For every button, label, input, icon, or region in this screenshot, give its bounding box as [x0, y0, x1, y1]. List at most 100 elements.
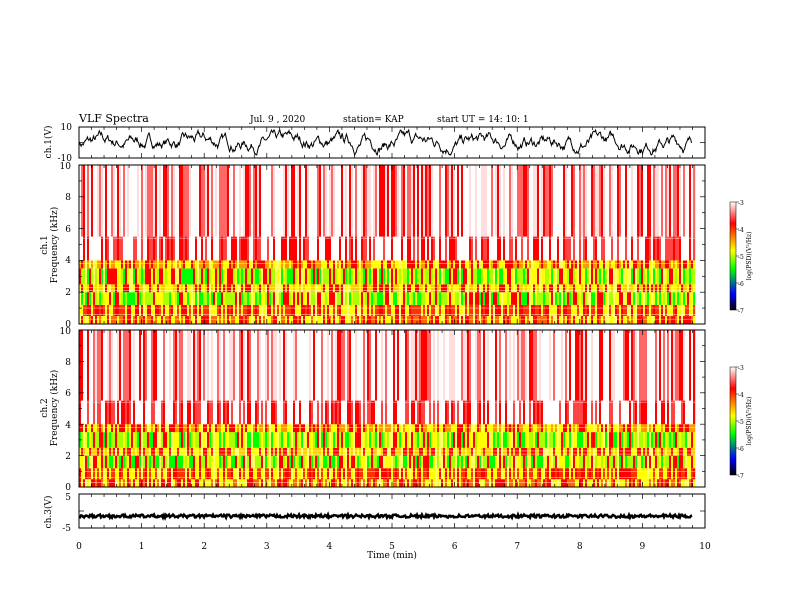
- ch1-spectrogram-cell: [89, 236, 92, 261]
- ch1-spectrogram-cell: [383, 268, 386, 285]
- ch1-spectrogram-cell: [255, 292, 258, 305]
- ch1-spectrogram-cell: [349, 165, 352, 237]
- ch2-spectrogram-cell: [481, 424, 484, 433]
- ch1-spectrogram-cell: [613, 268, 616, 285]
- ch2-spectrogram-cell: [533, 447, 536, 456]
- ch2-spectrogram-cell: [469, 479, 472, 487]
- ch1-spectrogram-cell: [105, 165, 108, 237]
- ch1-spectrogram-cell: [359, 292, 362, 305]
- ch1-spectrogram-cell: [483, 165, 486, 237]
- ch1-spectrogram-cell: [411, 260, 414, 269]
- ch1-spectrogram-cell: [597, 292, 600, 305]
- ch2-spectrogram-cell: [513, 479, 516, 487]
- ch2-spectrogram-cell: [359, 468, 362, 480]
- ch1-spectrogram-cell: [347, 268, 350, 285]
- ch1-spectrogram-cell: [615, 292, 618, 305]
- ch1-spectrogram-cell: [585, 236, 588, 261]
- ch2-spectrogram-cell: [343, 447, 346, 456]
- ch2-spectrogram-cell: [459, 468, 462, 480]
- ch2-spectrogram-cell: [153, 400, 156, 425]
- ch2-spectrogram-cell: [461, 330, 464, 401]
- ch1-spectrogram-cell: [673, 165, 676, 237]
- ch1-spectrogram-cell: [293, 260, 296, 269]
- ch1-spectrogram-cell: [399, 268, 402, 285]
- ch2-spectrogram-cell: [93, 468, 96, 480]
- ch2-spectrogram-cell: [321, 432, 324, 448]
- ch2-spectrogram-cell: [335, 400, 338, 425]
- ch1-spectrogram-cell: [431, 304, 434, 316]
- ch2-spectrogram-cell: [343, 424, 346, 433]
- ch1-spectrogram-cell: [115, 284, 118, 293]
- ch1-spectrogram-cell: [117, 316, 120, 324]
- ch2-spectrogram-cell: [625, 447, 628, 456]
- ch1-spectrogram-cell: [175, 236, 178, 261]
- ch2-spectrogram-cell: [191, 432, 194, 448]
- ch1-spectrogram-cell: [653, 284, 656, 293]
- ch2-spectrogram-cell: [141, 479, 144, 487]
- ch1-spectrogram-cell: [299, 316, 302, 324]
- ch1-spectrogram-cell: [355, 292, 358, 305]
- ch1-spectrogram-cell: [537, 236, 540, 261]
- ch2-spectrogram-cell: [117, 400, 120, 425]
- ch2-spectrogram-cell: [103, 432, 106, 448]
- ch2-spectrogram-cell: [633, 468, 636, 480]
- ch2-spectrogram-cell: [317, 432, 320, 448]
- ch1-spectrogram-cell: [679, 284, 682, 293]
- ch1-spectrogram-cell: [151, 304, 154, 316]
- ch2-spectrogram-cell: [351, 455, 354, 469]
- ch1-spectrogram-cell: [199, 268, 202, 285]
- ch2-spectrogram-cell: [617, 330, 620, 401]
- ch2-spectrogram-cell: [99, 468, 102, 480]
- ch1-spectrogram-cell: [663, 268, 666, 285]
- ch1-spectrogram-cell: [525, 236, 528, 261]
- ch1-spectrogram-cell: [569, 292, 572, 305]
- ch2-spectrogram-cell: [613, 400, 616, 425]
- ch2-spectrogram-cell: [203, 330, 206, 401]
- ch1-spectrogram-cell: [477, 316, 480, 324]
- ch1-spectrogram-cell: [483, 316, 486, 324]
- ch2-spectrogram-cell: [617, 400, 620, 425]
- ch2-spectrogram-cell: [507, 330, 510, 401]
- ch1-spectrogram-cell: [669, 165, 672, 237]
- ch2-spectrogram-cell: [355, 455, 358, 469]
- ch1-spectrogram-cell: [685, 292, 688, 305]
- ch1-spectrogram-cell: [669, 316, 672, 324]
- ch2-spectrogram-cell: [171, 447, 174, 456]
- ch2-spectrogram-cell: [243, 424, 246, 433]
- ch1-spectrogram-cell: [315, 268, 318, 285]
- ch2-spectrogram-cell: [235, 432, 238, 448]
- ch1-spectrogram-cell: [179, 165, 182, 237]
- ch2-spectrogram-cell: [151, 432, 154, 448]
- ch2-spectrogram-cell: [667, 432, 670, 448]
- ch1-spectrogram-cell: [673, 316, 676, 324]
- ch2-spectrogram-cell: [623, 479, 626, 487]
- ch1-spectrogram-cell: [381, 292, 384, 305]
- ch2-spectrogram-cell: [171, 432, 174, 448]
- ch2-spectrogram-cell: [271, 455, 274, 469]
- ch1-spectrogram-cell: [647, 292, 650, 305]
- ch2-spectrogram-cell: [597, 424, 600, 433]
- ch1-spectrogram-cell: [223, 316, 226, 324]
- ch1-spectrogram-cell: [667, 260, 670, 269]
- ch2-spectrogram-cell: [577, 400, 580, 425]
- ch1-spectrogram-cell: [93, 292, 96, 305]
- ch1-spectrogram-cell: [267, 165, 270, 237]
- ch2-spectrogram-cell: [235, 447, 238, 456]
- ch2-spectrogram-cell: [545, 400, 548, 425]
- ch1-spectrogram-cell: [433, 284, 436, 293]
- ch2-spectrogram-cell: [191, 479, 194, 487]
- ch1-spectrogram-cell: [585, 292, 588, 305]
- ch1-spectrogram-cell: [501, 260, 504, 269]
- ch2-spectrogram-cell: [99, 400, 102, 425]
- ch1-spectrogram-cell: [685, 165, 688, 237]
- ch2-spectrogram-cell: [639, 468, 642, 480]
- ch1-spectrogram-cell: [591, 165, 594, 237]
- ch1-colorbar-label: log(PSD)(V²/Hz): [746, 232, 753, 281]
- ch2-spectrogram-cell: [373, 432, 376, 448]
- ch1-spectrogram-cell: [669, 292, 672, 305]
- ch1-spectrogram-cell: [131, 268, 134, 285]
- ch2-spectrogram-cell: [97, 330, 100, 401]
- ch2-spectrogram-cell: [185, 424, 188, 433]
- ch1-spectrogram-cell: [555, 284, 558, 293]
- ch2-spectrogram-cell: [631, 330, 634, 401]
